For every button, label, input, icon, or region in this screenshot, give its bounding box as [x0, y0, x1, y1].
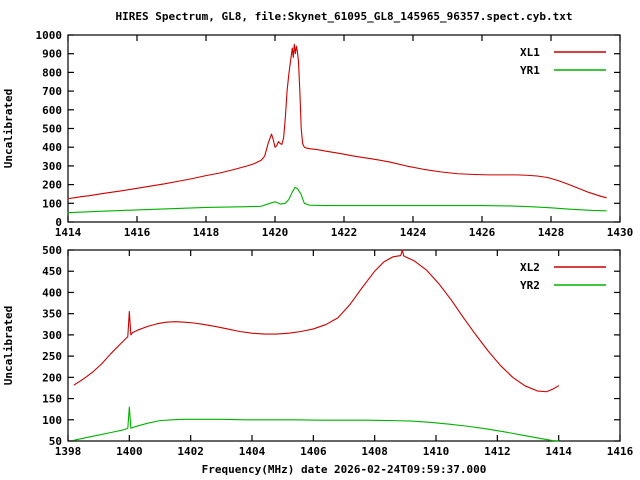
y-tick-label: 700	[42, 85, 62, 98]
y-tick-label: 250	[42, 350, 62, 363]
x-tick-label: 1400	[116, 445, 143, 458]
page-title: HIRES Spectrum, GL8, file:Skynet_61095_G…	[116, 10, 573, 23]
series-line-yr1	[67, 186, 607, 214]
x-tick-label: 1430	[607, 226, 634, 239]
y-tick-label: 900	[42, 48, 62, 61]
x-tick-label: 1416	[607, 445, 634, 458]
y-tick-label: 200	[42, 179, 62, 192]
y-tick-label: 400	[42, 286, 62, 299]
x-tick-label: 1402	[177, 445, 204, 458]
y-tick-label: 50	[49, 435, 62, 448]
x-tick-label: 1428	[538, 226, 565, 239]
x-tick-label: 1410	[423, 445, 450, 458]
y-tick-label: 500	[42, 123, 62, 136]
plot-frame-bottom	[67, 249, 621, 442]
x-tick-label: 1426	[469, 226, 496, 239]
y-tick-label: 100	[42, 414, 62, 427]
series-line-yr2	[73, 406, 560, 442]
x-tick-label: 1416	[124, 226, 151, 239]
x-tick-label: 1408	[361, 445, 388, 458]
y-axis-title-top: Uncalibrated	[2, 89, 15, 168]
y-tick-label: 300	[42, 329, 62, 342]
y-tick-label: 300	[42, 160, 62, 173]
x-tick-label: 1412	[484, 445, 511, 458]
x-axis-title: Frequency(MHz) date 2026-02-24T09:59:37.…	[202, 463, 487, 476]
x-tick-label: 1424	[400, 226, 427, 239]
y-tick-label: 450	[42, 265, 62, 278]
legend-label-xl2: XL2	[520, 261, 540, 274]
series-line-xl1	[67, 43, 607, 200]
series-line-xl2	[73, 249, 560, 393]
x-tick-label: 1420	[262, 226, 289, 239]
x-tick-label: 1398	[55, 445, 82, 458]
y-tick-label: 1000	[36, 29, 63, 42]
legend-label-xl1: XL1	[520, 46, 540, 59]
x-tick-label: 1422	[331, 226, 358, 239]
plot-panel-top: 1414 1416 1418 1420 1422 1424 1426 1428 1430 0 100…	[2, 29, 633, 239]
y-tick-label: 200	[42, 371, 62, 384]
legend-label-yr1: YR1	[520, 64, 540, 77]
x-tick-label: 1418	[193, 226, 220, 239]
x-tick-label: 1404	[239, 445, 266, 458]
y-tick-label: 600	[42, 104, 62, 117]
y-tick-label: 500	[42, 244, 62, 257]
y-tick-label: 400	[42, 141, 62, 154]
plot-panel-bottom: 1398 1400 1402 1404 1406 1408 1410 1412 1414 1416…	[2, 244, 634, 476]
y-tick-label: 100	[42, 197, 62, 210]
y-tick-label: 800	[42, 66, 62, 79]
x-tick-label: 1414	[55, 226, 82, 239]
x-tick-label: 1406	[300, 445, 327, 458]
y-tick-label: 0	[55, 216, 62, 229]
y-tick-label: 150	[42, 393, 62, 406]
y-axis-title-bottom: Uncalibrated	[2, 306, 15, 385]
legend-label-yr2: YR2	[520, 279, 540, 292]
x-tick-label: 1414	[545, 445, 572, 458]
y-tick-label: 350	[42, 308, 62, 321]
